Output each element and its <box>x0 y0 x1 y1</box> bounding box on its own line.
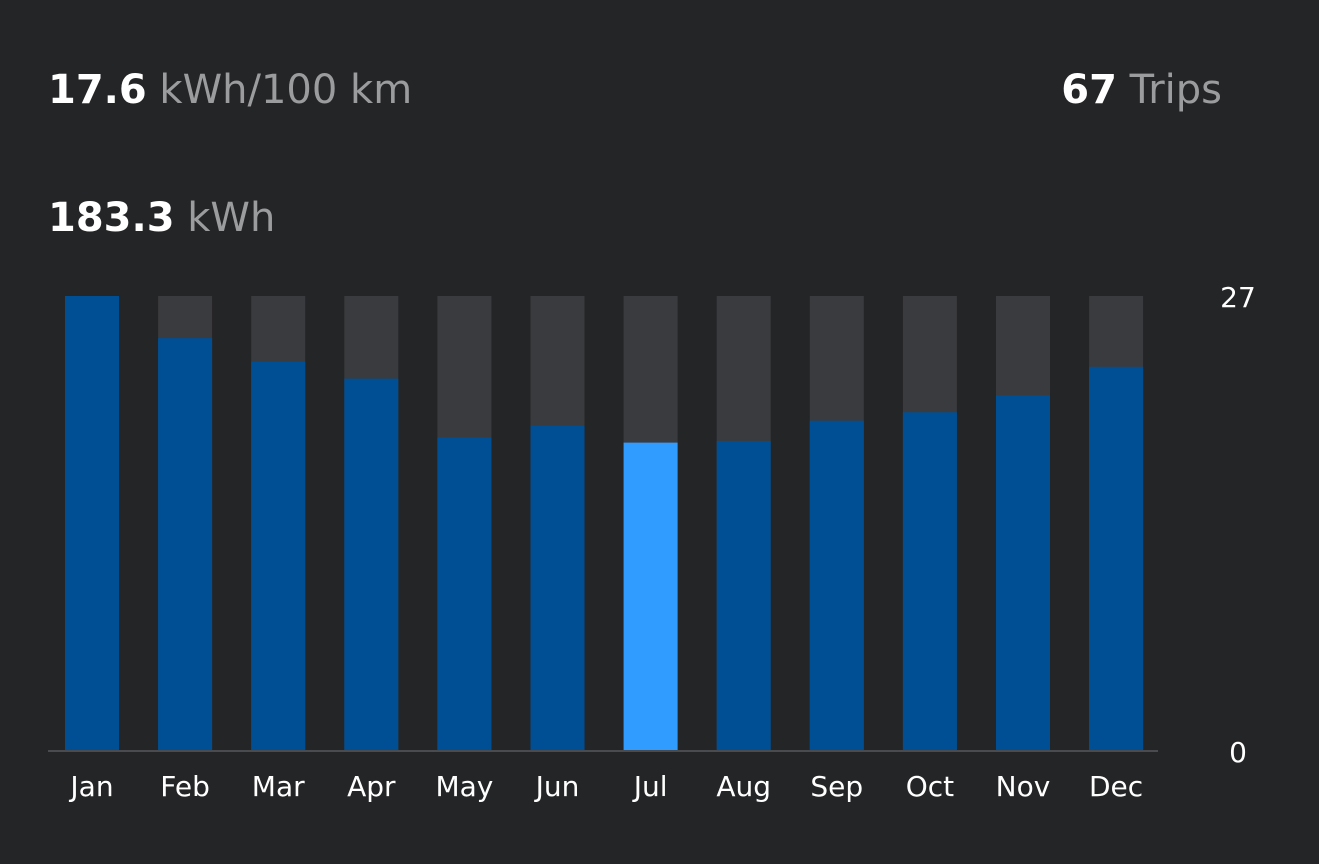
energy-value: 183.3 <box>48 195 175 241</box>
energy-stat: 183.3 kWh <box>48 194 275 242</box>
bar-feb[interactable] <box>158 338 213 751</box>
bar-sep[interactable] <box>809 420 864 751</box>
x-tick-label-nov: Nov <box>996 770 1051 803</box>
x-tick-label-aug: Aug <box>716 770 771 803</box>
efficiency-value: 17.6 <box>48 67 147 113</box>
trips-unit: Trips <box>1129 67 1222 113</box>
x-tick-label-may: May <box>435 770 493 803</box>
x-tick-label-jul: Jul <box>632 770 668 803</box>
bar-jul[interactable] <box>623 442 678 751</box>
trips-stat: 67 Trips <box>1061 66 1222 114</box>
x-tick-label-jun: Jun <box>534 770 580 803</box>
y-tick-min: 0 <box>1229 736 1247 769</box>
x-tick-labels: Jan Feb Mar Apr May Jun Jul Aug Sep Oct Nov Dec <box>68 770 1143 803</box>
x-tick-label-feb: Feb <box>160 770 210 803</box>
efficiency-unit: kWh/100 km <box>159 67 413 113</box>
bar-dec[interactable] <box>1089 366 1144 751</box>
bar-jun[interactable] <box>530 425 585 751</box>
bar-oct[interactable] <box>902 412 957 751</box>
bar-may[interactable] <box>437 437 492 751</box>
bar-apr[interactable] <box>344 378 399 751</box>
x-tick-label-mar: Mar <box>252 770 305 803</box>
x-tick-label-apr: Apr <box>347 770 396 803</box>
bar-aug[interactable] <box>716 440 771 751</box>
bar-mar[interactable] <box>251 361 306 751</box>
energy-unit: kWh <box>187 195 276 241</box>
bars-layer <box>65 296 1144 751</box>
x-tick-label-jan: Jan <box>68 770 113 803</box>
x-tick-label-dec: Dec <box>1089 770 1143 803</box>
x-tick-label-oct: Oct <box>906 770 954 803</box>
y-tick-max: 27 <box>1220 281 1256 314</box>
bar-jan[interactable] <box>65 296 119 751</box>
trips-value: 67 <box>1061 67 1117 113</box>
x-tick-label-sep: Sep <box>810 770 863 803</box>
bar-nov[interactable] <box>996 395 1050 751</box>
efficiency-stat: 17.6 kWh/100 km <box>48 66 412 114</box>
